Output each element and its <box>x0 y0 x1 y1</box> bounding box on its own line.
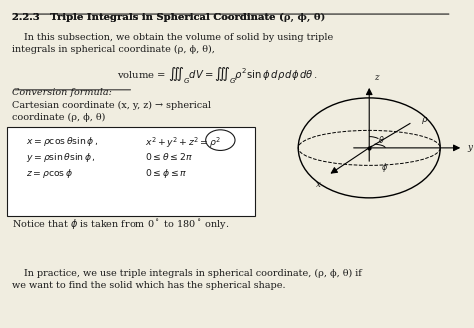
Text: In practice, we use triple integrals in spherical coordinate, (ρ, ϕ, θ) if
we wa: In practice, we use triple integrals in … <box>12 269 362 290</box>
Text: x: x <box>316 180 321 189</box>
Text: $0 \leq \phi \leq \pi$: $0 \leq \phi \leq \pi$ <box>145 167 187 180</box>
Text: $z = \rho\cos\phi$: $z = \rho\cos\phi$ <box>26 167 73 180</box>
Text: Cartesian coordinate (x, y, z) → spherical
coordinate (ρ, ϕ, θ): Cartesian coordinate (x, y, z) → spheric… <box>12 101 211 122</box>
Text: y: y <box>468 143 473 153</box>
Text: Conversion formula:: Conversion formula: <box>12 88 112 97</box>
Text: Notice that $\phi$ is taken from 0$^\circ$ to 180$^\circ$ only.: Notice that $\phi$ is taken from 0$^\cir… <box>12 217 229 231</box>
Text: $y = \rho\sin\theta\sin\phi\,,$: $y = \rho\sin\theta\sin\phi\,,$ <box>26 151 95 164</box>
Text: $\rho$: $\rho$ <box>421 115 429 126</box>
Text: $0 \leq \theta \leq 2\pi$: $0 \leq \theta \leq 2\pi$ <box>145 151 192 162</box>
Text: $\theta$: $\theta$ <box>378 133 385 145</box>
Text: 2.2.3   Triple Integrals in Spherical Coordinate (ρ, ϕ, θ): 2.2.3 Triple Integrals in Spherical Coor… <box>12 12 325 22</box>
Text: $\phi$: $\phi$ <box>381 161 388 174</box>
Text: volume = $\iiint_G dV = \iiint_G \rho^2 \sin\phi\, d\rho\, d\phi\, d\theta\,.$: volume = $\iiint_G dV = \iiint_G \rho^2 … <box>117 66 318 86</box>
FancyBboxPatch shape <box>8 127 255 215</box>
Text: z: z <box>374 73 378 82</box>
Text: $x = \rho\cos\theta\sin\phi\,,$: $x = \rho\cos\theta\sin\phi\,,$ <box>26 135 98 148</box>
Text: In this subsection, we obtain the volume of solid by using triple
integrals in s: In this subsection, we obtain the volume… <box>12 33 333 54</box>
Text: $x^2 + y^2 + z^2 = \rho^2$: $x^2 + y^2 + z^2 = \rho^2$ <box>145 135 221 150</box>
Text: 2.2.3   Triple Integrals in Spherical Coordinate (: 2.2.3 Triple Integrals in Spherical Coor… <box>12 12 284 22</box>
